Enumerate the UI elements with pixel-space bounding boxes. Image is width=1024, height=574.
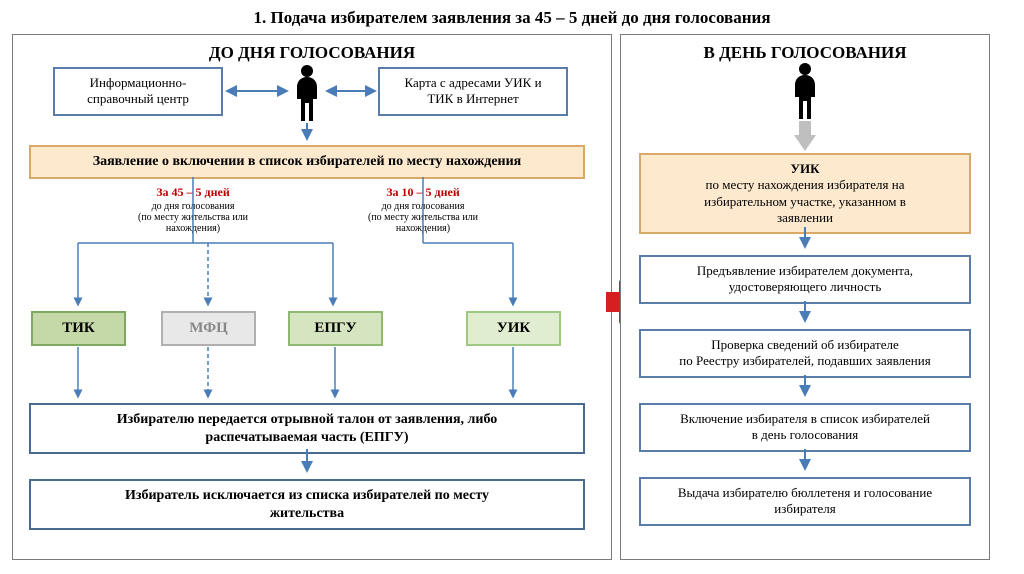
box-doc: Предъявление избирателем документа, удос… [639,255,971,304]
arrow-to-excluded [301,449,313,477]
box-epgu: ЕПГУ [288,311,383,346]
box-excluded: Избиратель исключается из списка избират… [29,479,585,530]
person-icon [291,63,323,123]
panel-before-voting: ДО ДНЯ ГОЛОСОВАНИЯ Информационно- справо… [12,34,612,560]
box-uik-right: УИК по месту нахождения избирателя на из… [639,153,971,234]
box-tik: ТИК [31,311,126,346]
right-heading: В ДЕНЬ ГОЛОСОВАНИЯ [629,43,981,63]
box-application: Заявление о включении в список избирател… [29,145,585,179]
box-uik: УИК [466,311,561,346]
arrow-bidir-left [223,83,291,99]
arrows-to-handout [13,345,603,405]
arrow-r2 [799,301,811,327]
box-map: Карта с адресами УИК и ТИК в Интернет [378,67,568,116]
gray-thick-arrow [794,121,816,151]
box-vote: Выдача избирателю бюллетеня и голосовани… [639,477,971,526]
arrow-bidir-right [323,83,379,99]
uik-sub: по месту нахождения избирателя на избира… [649,177,961,226]
box-info-center: Информационно- справочный центр [53,67,223,116]
arrow-person-down [301,123,313,145]
uik-title: УИК [649,161,961,177]
main-container: ДО ДНЯ ГОЛОСОВАНИЯ Информационно- справо… [12,34,1012,560]
box-mfc: МФЦ [161,311,256,346]
main-title: 1. Подача избирателем заявления за 45 – … [12,8,1012,28]
box-handout: Избирателю передается отрывной талон от … [29,403,585,454]
arrow-r3 [799,375,811,401]
left-heading: ДО ДНЯ ГОЛОСОВАНИЯ [21,43,603,63]
branching-lines [13,175,603,315]
box-check: Проверка сведений об избирателе по Реест… [639,329,971,378]
arrow-r1 [799,227,811,253]
arrow-r4 [799,449,811,475]
box-include: Включение избирателя в список избирателе… [639,403,971,452]
person-icon-right [789,61,821,121]
panel-voting-day: В ДЕНЬ ГОЛОСОВАНИЯ УИК по месту нахожден… [620,34,990,560]
